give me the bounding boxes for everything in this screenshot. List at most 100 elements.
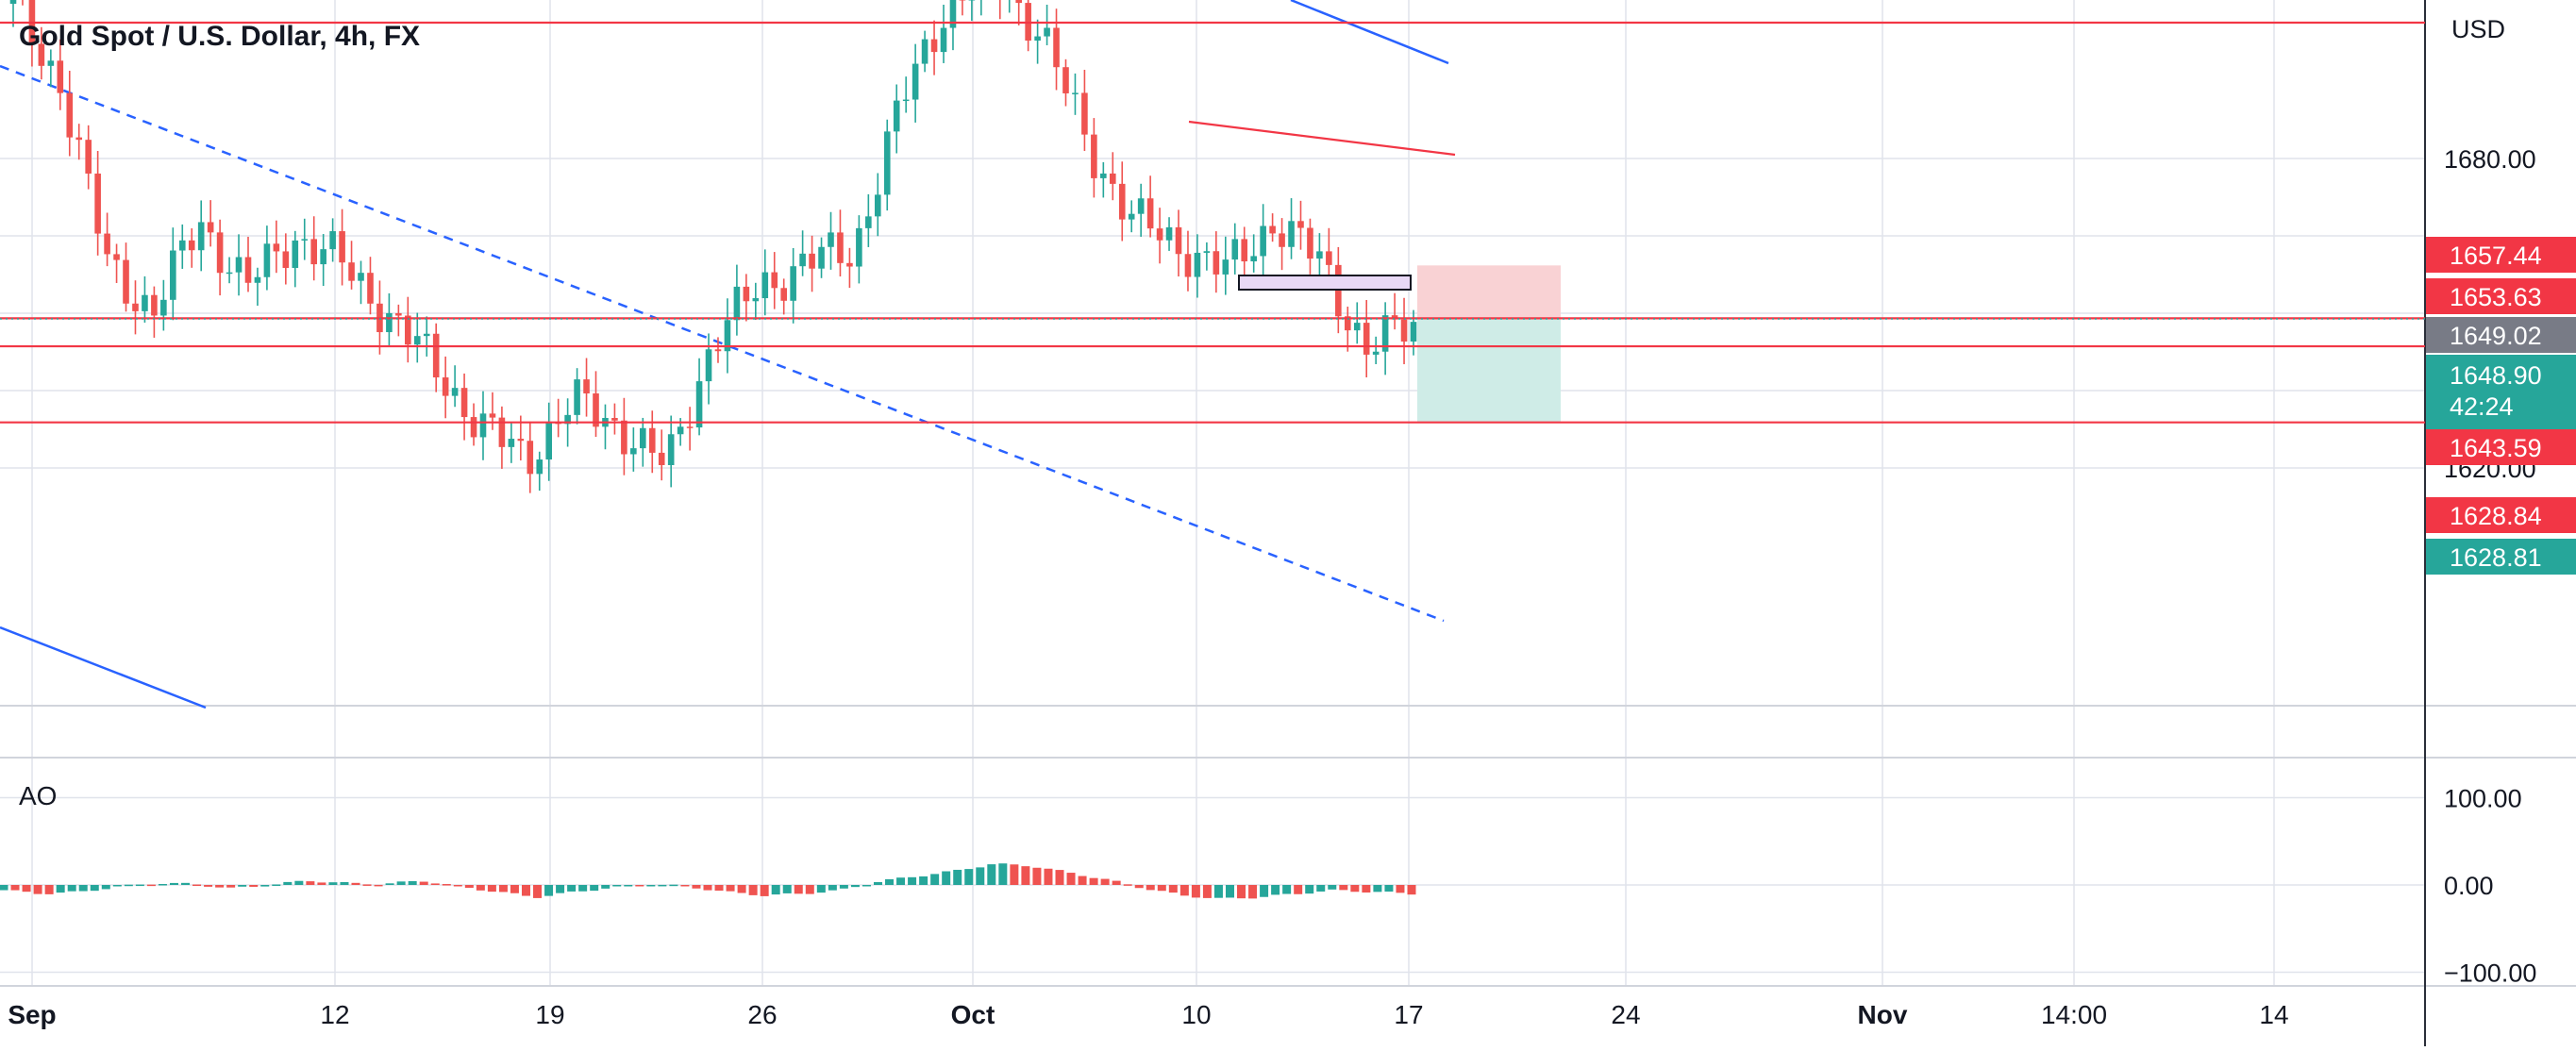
- candle-body: [10, 0, 17, 4]
- ao-bar: [1237, 885, 1246, 898]
- candle-body: [283, 251, 290, 268]
- candle-body: [274, 243, 280, 251]
- candle-body: [1176, 227, 1182, 254]
- ao-bar: [601, 885, 610, 889]
- ao-bar: [1203, 885, 1212, 898]
- ao-bar: [635, 885, 644, 887]
- candle-body: [922, 40, 928, 64]
- candle-body: [1053, 27, 1060, 67]
- candle-body: [865, 216, 872, 228]
- candle-body: [1204, 251, 1211, 253]
- candle-body: [480, 413, 487, 437]
- candle-body: [1223, 259, 1229, 275]
- candle-body: [179, 241, 186, 251]
- candle-body: [85, 140, 92, 174]
- candle-body: [1147, 198, 1154, 228]
- position-stop-zone: [1417, 265, 1561, 319]
- ao-bar: [328, 882, 337, 885]
- price-badge-label: 1648.90: [2450, 361, 2542, 390]
- ao-bar: [11, 885, 20, 891]
- candle-body: [1250, 256, 1257, 261]
- candle-body: [941, 28, 947, 53]
- indicator-label: AO: [19, 781, 57, 811]
- candle-body: [931, 40, 938, 53]
- time-axis-label: 12: [320, 1000, 349, 1029]
- candle-body: [1288, 221, 1295, 246]
- ao-bar: [680, 885, 689, 887]
- candle-body: [170, 251, 176, 300]
- ao-bar: [294, 881, 303, 885]
- ao-bar: [499, 885, 508, 892]
- candle-body: [208, 222, 214, 232]
- candle-body: [809, 254, 815, 269]
- candle-body: [48, 60, 55, 66]
- candle-body: [386, 313, 393, 332]
- candle-body: [1279, 233, 1285, 246]
- candle-body: [1241, 239, 1247, 261]
- candle-body: [358, 273, 364, 280]
- ao-bar: [1373, 885, 1381, 892]
- candle-body: [132, 304, 139, 311]
- ao-bar: [874, 882, 882, 885]
- candle-body: [424, 334, 430, 336]
- ao-bar: [1248, 885, 1257, 898]
- candle-body: [771, 273, 778, 289]
- candle-body: [348, 262, 355, 280]
- time-axis-label: 26: [747, 1000, 777, 1029]
- candle-body: [151, 295, 158, 316]
- candle-body: [1213, 251, 1220, 275]
- ao-bar: [1316, 885, 1325, 892]
- candle-body: [160, 300, 167, 316]
- candle-body: [292, 241, 298, 268]
- ao-bar: [783, 885, 792, 893]
- candle-body: [1119, 184, 1126, 220]
- ao-bar: [862, 885, 871, 887]
- ao-bar: [749, 885, 758, 895]
- candle-body: [94, 174, 101, 234]
- ao-bar: [1079, 876, 1087, 885]
- candle-body: [226, 273, 233, 275]
- candle-body: [818, 247, 825, 269]
- candle-body: [875, 194, 881, 216]
- ao-bar: [23, 885, 31, 892]
- ao-bar: [806, 885, 814, 894]
- candle-body: [1185, 254, 1192, 276]
- candle-body: [113, 254, 120, 259]
- candle-body: [696, 381, 703, 427]
- candle-body: [687, 426, 694, 428]
- ao-bar: [885, 879, 894, 885]
- ao-bar: [1408, 885, 1416, 894]
- ao-bar: [113, 885, 122, 887]
- candle-body: [903, 100, 910, 102]
- candle-body: [1260, 226, 1266, 257]
- candle-body: [264, 243, 271, 276]
- candle-body: [1034, 37, 1041, 41]
- ao-bar: [0, 885, 8, 891]
- candle-body: [75, 138, 82, 141]
- ao-bar: [1294, 885, 1302, 894]
- ao-bar: [1124, 884, 1132, 886]
- candle-body: [894, 101, 900, 132]
- ao-bar: [1350, 885, 1359, 892]
- candle-body: [621, 421, 627, 455]
- candle-body: [1363, 323, 1370, 355]
- ao-bar: [930, 874, 939, 885]
- candle-body: [1044, 27, 1050, 36]
- candle-body: [123, 260, 129, 304]
- ao-bar: [840, 885, 848, 889]
- ao-bar: [147, 885, 156, 887]
- ao-bar: [624, 885, 632, 887]
- ao-bar: [544, 885, 553, 896]
- ao-bar: [340, 882, 348, 885]
- trendline-lower-left: [0, 627, 206, 708]
- candle-body: [715, 349, 722, 351]
- price-badge-label: 1657.44: [2450, 242, 2542, 270]
- price-tick-label: 1680.00: [2444, 145, 2536, 174]
- time-axis-label: 14:00: [2041, 1000, 2107, 1029]
- candle-body: [761, 273, 768, 298]
- dashed-trendline: [0, 66, 1444, 621]
- price-badge-label: 1653.63: [2450, 283, 2542, 311]
- ao-bar: [34, 885, 42, 894]
